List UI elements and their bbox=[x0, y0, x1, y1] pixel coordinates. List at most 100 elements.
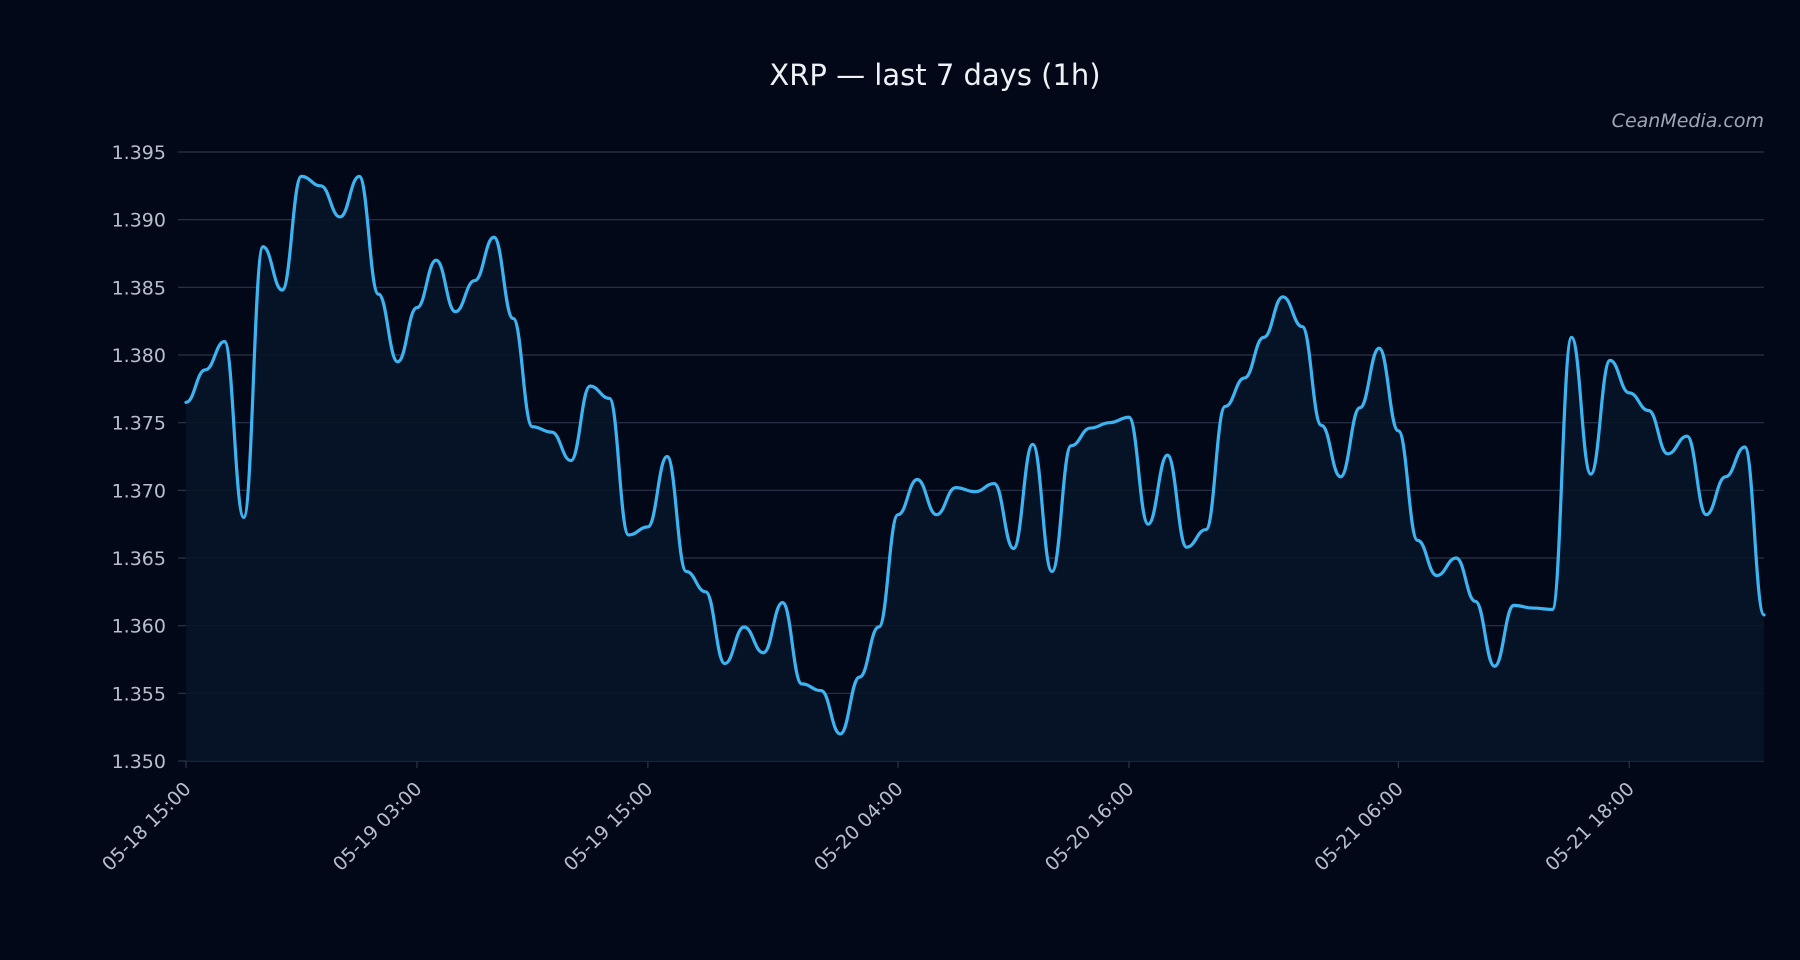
line-layer bbox=[184, 174, 1766, 736]
data-point-51 bbox=[1166, 454, 1168, 456]
data-point-79 bbox=[1705, 513, 1707, 515]
watermark-text: CeanMedia.com bbox=[1612, 110, 1764, 132]
chart-title: XRP — last 7 days (1h) bbox=[769, 58, 1100, 92]
data-point-31 bbox=[781, 601, 783, 603]
data-point-46 bbox=[1070, 444, 1072, 446]
data-point-44 bbox=[1032, 443, 1034, 445]
data-point-27 bbox=[704, 591, 706, 593]
data-point-2 bbox=[223, 340, 225, 342]
area-fill bbox=[186, 176, 1764, 761]
data-point-81 bbox=[1744, 446, 1746, 448]
data-point-48 bbox=[1109, 421, 1111, 423]
data-point-36 bbox=[878, 626, 880, 628]
data-point-20 bbox=[570, 459, 572, 461]
x-tick-label: 05-18 15:00 bbox=[98, 778, 196, 876]
data-point-63 bbox=[1397, 430, 1399, 432]
data-point-18 bbox=[531, 426, 533, 428]
data-point-57 bbox=[1282, 296, 1284, 298]
data-point-24 bbox=[647, 526, 649, 528]
data-point-0 bbox=[185, 401, 187, 403]
data-point-67 bbox=[1474, 600, 1476, 602]
data-point-59 bbox=[1320, 424, 1322, 426]
data-point-50 bbox=[1147, 523, 1149, 525]
x-tick-label: 05-20 04:00 bbox=[810, 778, 908, 876]
data-point-26 bbox=[685, 570, 687, 572]
data-point-70 bbox=[1532, 607, 1534, 609]
data-point-58 bbox=[1301, 325, 1303, 327]
data-point-5 bbox=[281, 289, 283, 291]
data-point-69 bbox=[1513, 604, 1515, 606]
data-point-47 bbox=[1089, 427, 1091, 429]
data-point-54 bbox=[1224, 405, 1226, 407]
data-point-62 bbox=[1378, 347, 1380, 349]
data-point-16 bbox=[493, 236, 495, 238]
y-tick-label: 1.395 bbox=[112, 142, 166, 164]
x-axis-ticks: 05-18 15:00 05-19 03:00 05-19 15:00 05-20 0… bbox=[98, 761, 1639, 876]
data-point-13 bbox=[435, 259, 437, 261]
x-tick-label: 05-21 06:00 bbox=[1310, 778, 1408, 876]
y-tick-label: 1.360 bbox=[112, 616, 166, 638]
data-point-22 bbox=[608, 397, 610, 399]
y-tick-label: 1.365 bbox=[112, 548, 166, 570]
data-point-66 bbox=[1455, 557, 1457, 559]
data-point-7 bbox=[320, 185, 322, 187]
data-point-61 bbox=[1359, 407, 1361, 409]
x-tick-label: 05-21 18:00 bbox=[1541, 778, 1639, 876]
data-point-1 bbox=[204, 369, 206, 371]
x-tick-label: 05-19 03:00 bbox=[329, 778, 427, 876]
data-point-12 bbox=[416, 306, 418, 308]
data-point-21 bbox=[589, 385, 591, 387]
y-tick-label: 1.380 bbox=[112, 345, 166, 367]
data-point-71 bbox=[1551, 608, 1553, 610]
data-point-42 bbox=[993, 482, 995, 484]
data-point-3 bbox=[243, 516, 245, 518]
data-point-78 bbox=[1686, 435, 1688, 437]
data-point-17 bbox=[512, 317, 514, 319]
data-point-49 bbox=[1128, 416, 1130, 418]
data-point-45 bbox=[1051, 570, 1053, 572]
data-point-19 bbox=[550, 431, 552, 433]
data-point-64 bbox=[1416, 539, 1418, 541]
data-point-9 bbox=[358, 175, 360, 177]
data-point-80 bbox=[1724, 476, 1726, 478]
data-point-39 bbox=[935, 513, 937, 515]
data-point-40 bbox=[955, 486, 957, 488]
x-tick-label: 05-20 16:00 bbox=[1041, 778, 1139, 876]
data-point-41 bbox=[974, 490, 976, 492]
data-point-53 bbox=[1205, 528, 1207, 530]
data-point-72 bbox=[1570, 336, 1572, 338]
data-point-34 bbox=[839, 733, 841, 735]
data-point-23 bbox=[627, 534, 629, 536]
y-tick-label: 1.385 bbox=[112, 277, 166, 299]
data-point-4 bbox=[262, 246, 264, 248]
data-point-14 bbox=[454, 310, 456, 312]
data-point-77 bbox=[1667, 453, 1669, 455]
data-point-38 bbox=[916, 478, 918, 480]
data-point-68 bbox=[1493, 665, 1495, 667]
data-point-29 bbox=[743, 626, 745, 628]
data-point-10 bbox=[377, 293, 379, 295]
y-tick-label: 1.390 bbox=[112, 210, 166, 232]
data-point-55 bbox=[1243, 377, 1245, 379]
data-point-35 bbox=[858, 676, 860, 678]
data-point-11 bbox=[396, 361, 398, 363]
y-tick-label: 1.355 bbox=[112, 683, 166, 705]
data-point-33 bbox=[820, 689, 822, 691]
data-point-74 bbox=[1609, 359, 1611, 361]
price-line bbox=[184, 174, 1766, 736]
data-point-15 bbox=[473, 279, 475, 281]
data-point-25 bbox=[666, 455, 668, 457]
data-point-56 bbox=[1262, 336, 1264, 338]
x-tick-label: 05-19 15:00 bbox=[560, 778, 658, 876]
data-point-43 bbox=[1012, 547, 1014, 549]
data-point-82 bbox=[1763, 614, 1765, 616]
data-point-65 bbox=[1436, 574, 1438, 576]
y-axis-ticks: 1.350 1.355 1.360 1.365 1.370 1.375 1.380 1.385… bbox=[112, 142, 186, 773]
y-tick-label: 1.375 bbox=[112, 413, 166, 435]
data-point-73 bbox=[1590, 473, 1592, 475]
y-tick-label: 1.370 bbox=[112, 480, 166, 502]
data-point-28 bbox=[724, 662, 726, 664]
data-point-52 bbox=[1185, 546, 1187, 548]
